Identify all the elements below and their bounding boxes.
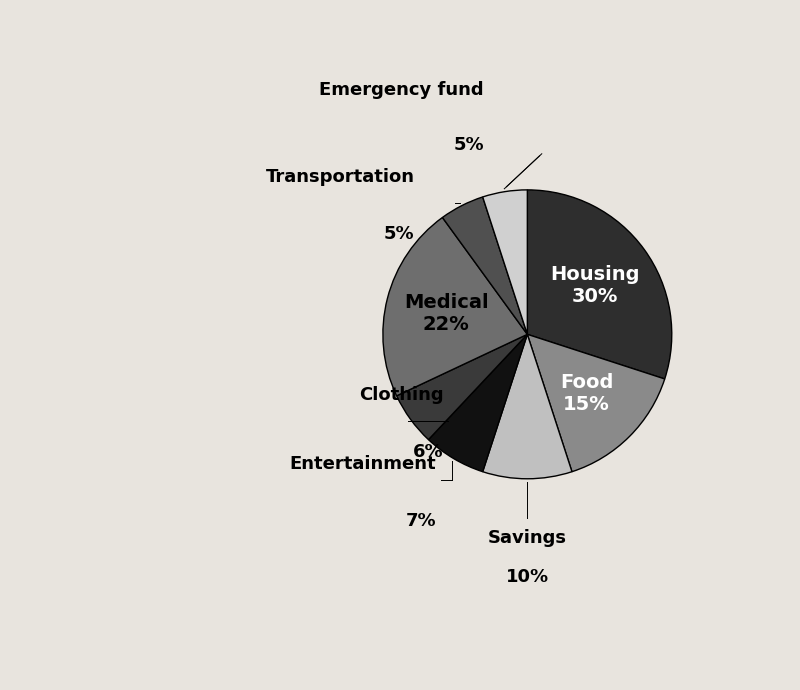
- Text: Entertainment: Entertainment: [290, 455, 436, 473]
- Text: Clothing: Clothing: [359, 386, 443, 404]
- Text: Transportation: Transportation: [266, 168, 414, 186]
- Text: 6%: 6%: [413, 442, 443, 461]
- Text: Emergency fund: Emergency fund: [319, 81, 484, 99]
- Wedge shape: [429, 335, 527, 472]
- Text: 7%: 7%: [406, 512, 436, 530]
- Wedge shape: [442, 197, 527, 335]
- Text: Savings: Savings: [488, 529, 567, 547]
- Wedge shape: [482, 335, 572, 479]
- Wedge shape: [397, 335, 527, 440]
- Wedge shape: [527, 335, 665, 472]
- Wedge shape: [383, 217, 527, 396]
- Text: Food
15%: Food 15%: [560, 373, 614, 414]
- Text: Housing
30%: Housing 30%: [550, 264, 640, 306]
- Text: 5%: 5%: [454, 137, 484, 155]
- Text: 5%: 5%: [384, 225, 414, 243]
- Text: Medical
22%: Medical 22%: [404, 293, 489, 334]
- Wedge shape: [482, 190, 527, 335]
- Text: 10%: 10%: [506, 569, 549, 586]
- Wedge shape: [527, 190, 672, 379]
